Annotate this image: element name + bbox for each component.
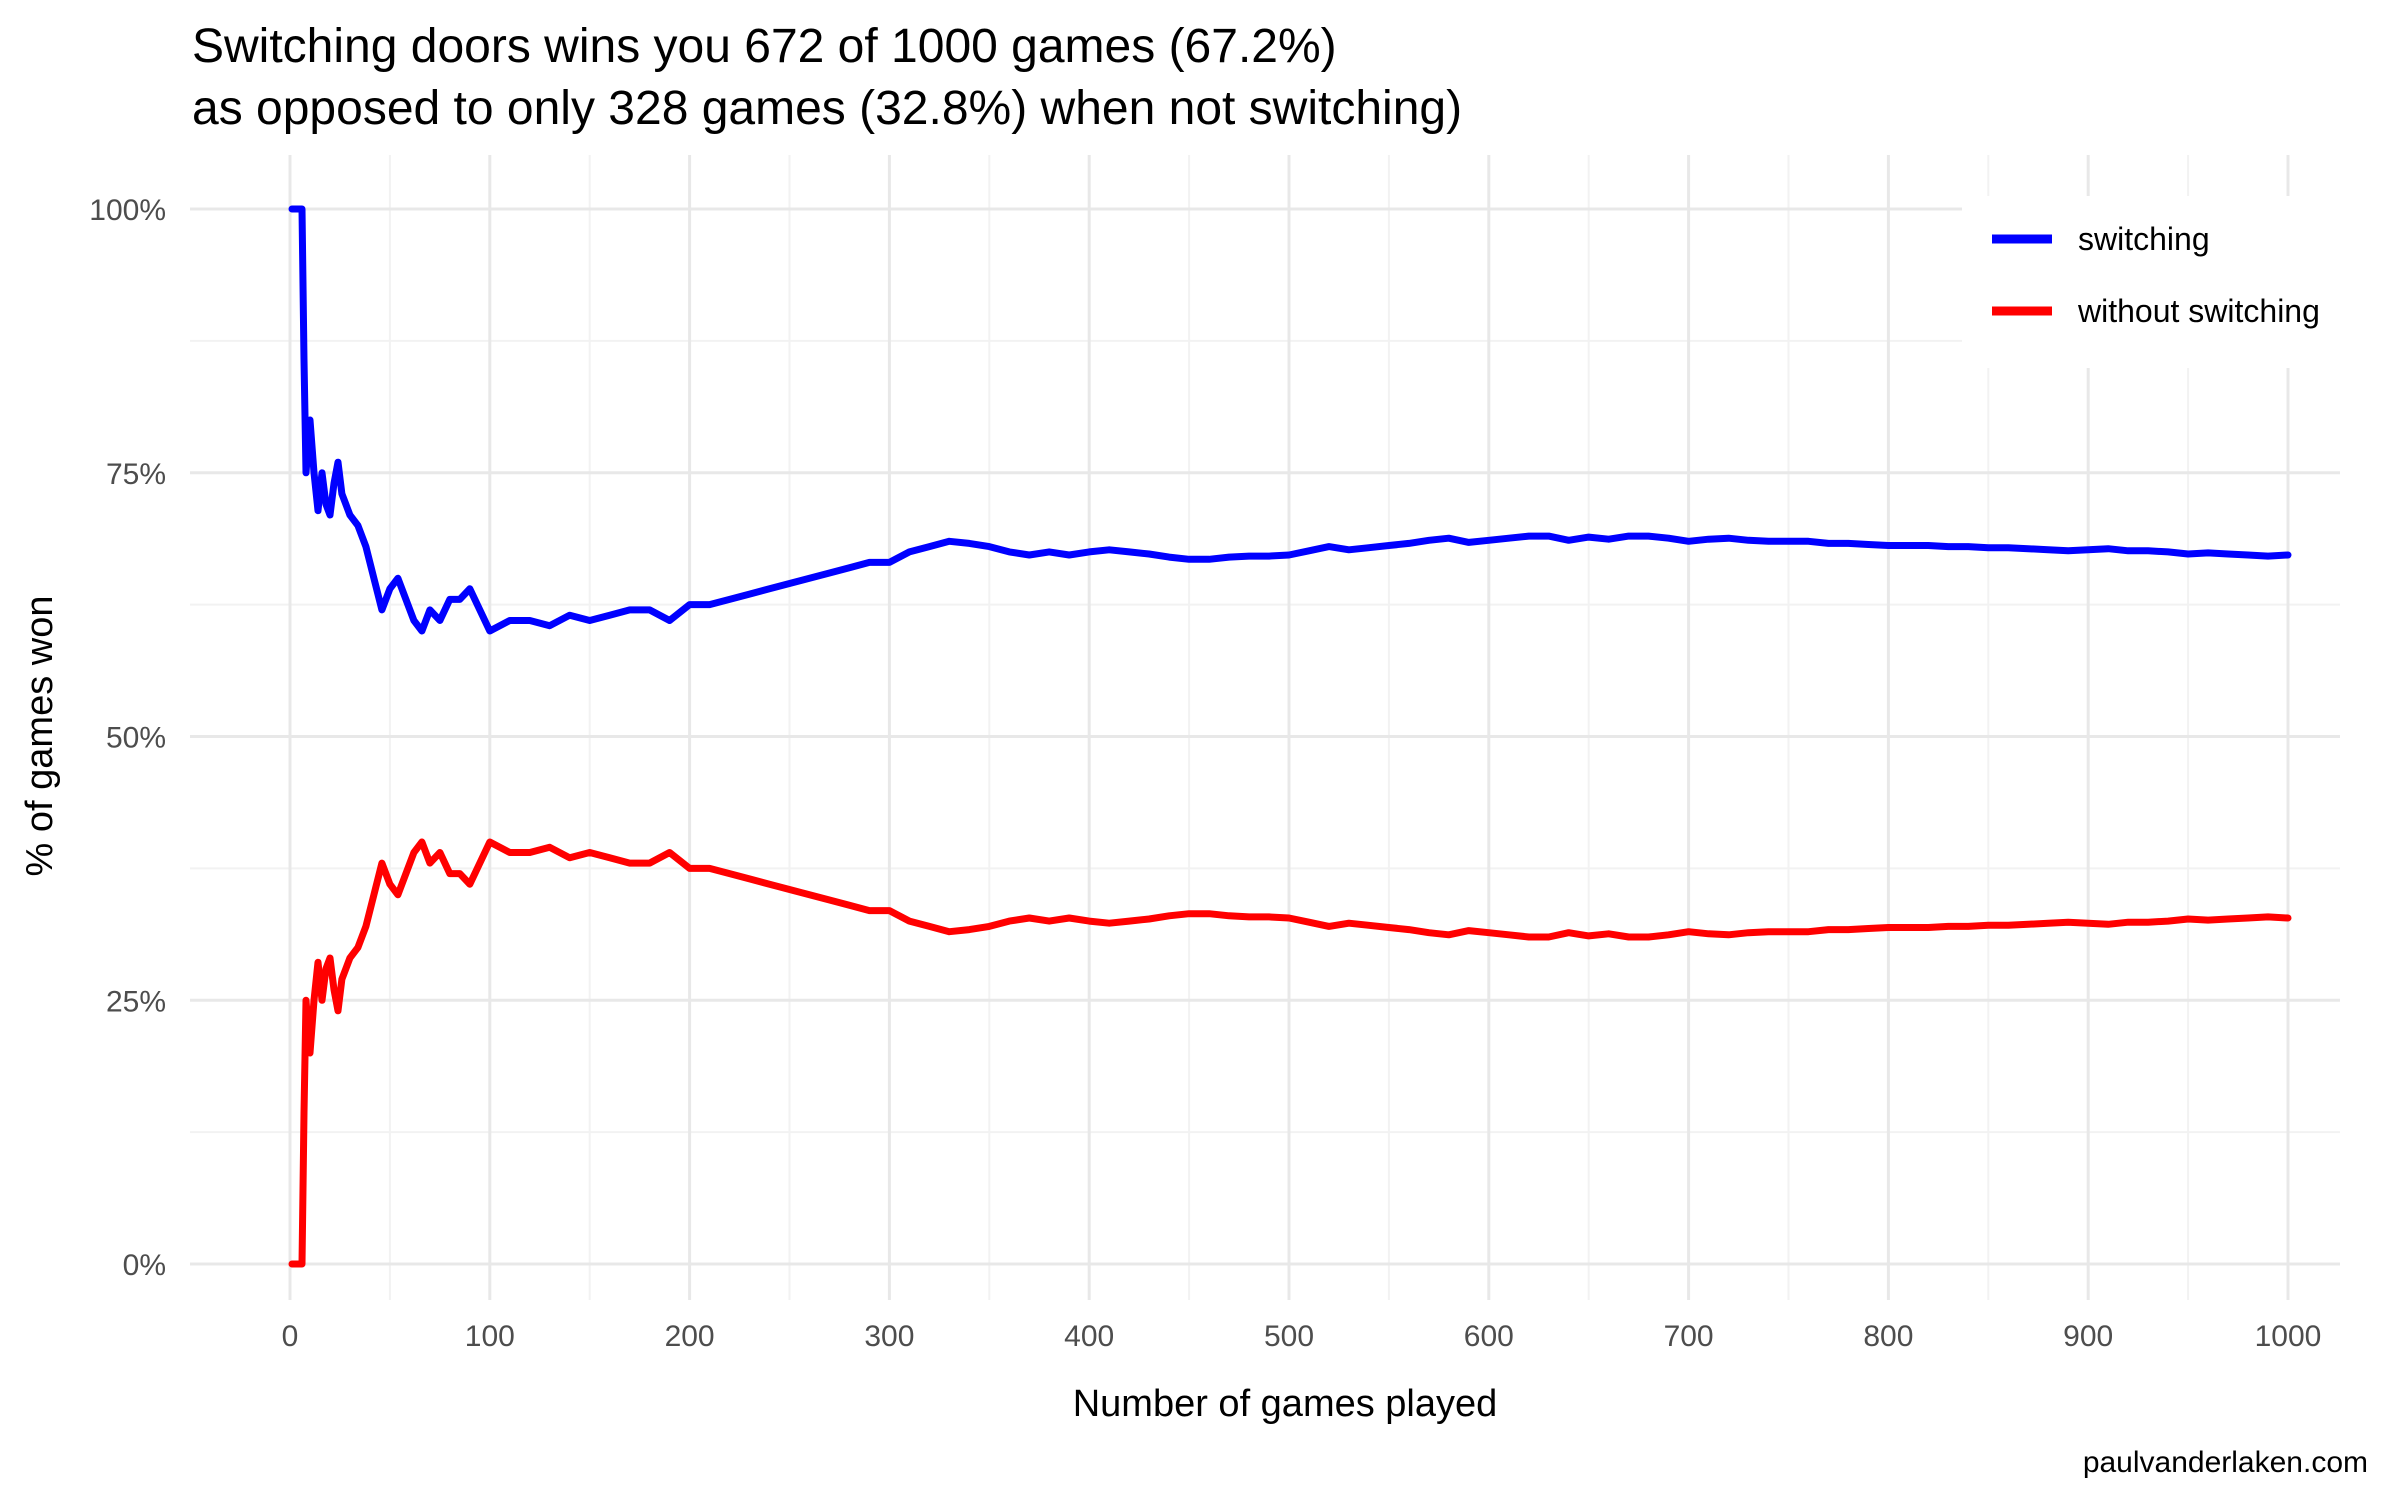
- series-line-without-switching: [288, 838, 2292, 1268]
- x-tick-label: 500: [1264, 1320, 1314, 1353]
- x-tick-label: 1000: [2255, 1320, 2322, 1353]
- x-tick-label: 400: [1064, 1320, 1114, 1353]
- y-tick-label: 100%: [89, 194, 166, 227]
- series-line-switching: [288, 205, 2292, 635]
- y-axis-title: % of games won: [19, 596, 61, 877]
- major-gridlines: [190, 155, 2340, 1300]
- y-tick-label: 0%: [123, 1249, 166, 1282]
- x-tick-label: 700: [1664, 1320, 1714, 1353]
- x-tick-label: 900: [2063, 1320, 2113, 1353]
- x-tick-label: 200: [665, 1320, 715, 1353]
- series-lines: [288, 205, 2292, 1268]
- x-tick-label: 800: [1863, 1320, 1913, 1353]
- x-axis-title: Number of games played: [1073, 1383, 1498, 1425]
- y-tick-label: 25%: [106, 985, 166, 1018]
- legend-label-without-switching: without switching: [2077, 293, 2320, 329]
- legend: switching without switching: [1962, 196, 2382, 368]
- y-axis-tick-labels: 0% 25% 50% 75% 100%: [89, 194, 166, 1282]
- legend-label-switching: switching: [2078, 221, 2210, 257]
- x-tick-label: 300: [864, 1320, 914, 1353]
- y-tick-label: 75%: [106, 458, 166, 491]
- chart-caption: paulvanderlaken.com: [2083, 1446, 2368, 1479]
- chart-title-line-1: Switching doors wins you 672 of 1000 gam…: [192, 20, 1337, 73]
- y-tick-label: 50%: [106, 722, 166, 755]
- x-axis-tick-labels: 0 100 200 300 400 500 600 700 800 900 1000: [282, 1320, 2322, 1353]
- chart-title-line-2: as opposed to only 328 games (32.8%) whe…: [192, 82, 1462, 135]
- legend-background: [1962, 196, 2382, 368]
- x-tick-label: 100: [465, 1320, 515, 1353]
- x-tick-label: 600: [1464, 1320, 1514, 1353]
- x-tick-label: 0: [282, 1320, 299, 1353]
